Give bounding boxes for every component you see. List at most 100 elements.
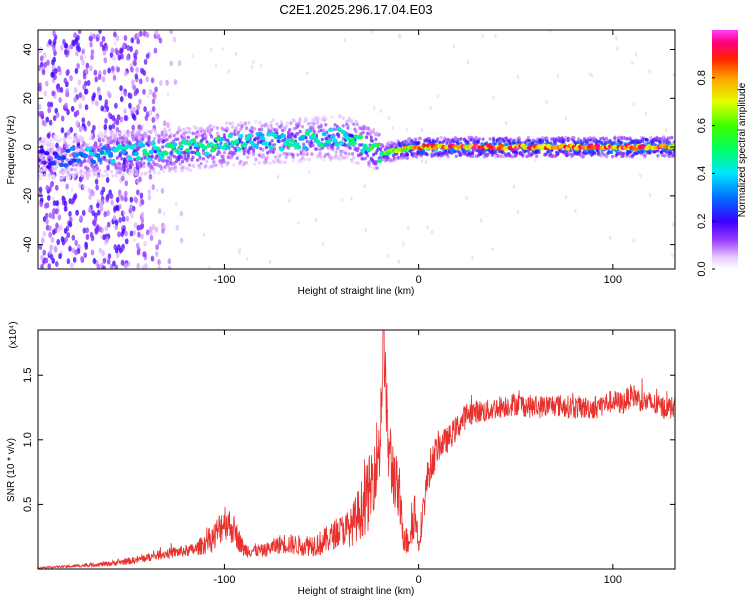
spectrogram-noise-mark [150,255,155,262]
spectrogram-band-mark [48,173,52,177]
spectrogram-noise-mark [98,30,102,34]
spectrogram-band-mark [279,123,284,127]
spectrogram-y-tick-label: -20 [22,188,34,204]
spectrogram-noise-mark [55,208,59,215]
spectrogram-band-mark [225,121,229,125]
spectrogram-noise-mark [150,77,155,84]
spectrogram-ridge-mark [219,136,225,142]
spectrogram-band-mark [425,152,429,157]
spectrogram-band-mark [613,136,617,141]
spectrogram-noise-mark [268,260,272,265]
spectrogram-band-mark [117,154,122,158]
spectrogram-noise-mark [59,86,64,93]
spectrogram-band-mark [500,154,504,158]
spectrogram-ridge-mark [43,150,50,156]
spectrogram-band-mark [368,159,372,164]
spectrogram-ridge-mark [71,158,77,163]
spectrogram-x-tick-label: -100 [213,274,235,286]
spectrogram-ridge-mark [257,131,263,137]
spectrogram-band-mark [94,170,98,175]
spectrogram-band-mark [496,154,500,158]
spectrogram-noise-mark [51,213,56,220]
spectrogram-noise-mark [40,263,44,269]
spectrogram-noise-mark [131,124,136,131]
spectrogram-noise-mark [350,196,353,201]
spectrogram-ridge-mark [157,151,163,156]
spectrogram-band-mark [159,167,164,171]
spectrogram-band-mark [83,158,87,163]
spectrogram-band-mark [46,148,51,153]
spectrogram-noise-mark [71,247,76,254]
spectrogram-noise-mark [343,38,346,43]
spectrogram-noise-mark [38,106,42,111]
spectrogram-noise-mark [139,192,144,199]
spectrogram-noise-mark [123,108,127,115]
spectrogram-noise-mark [41,119,46,126]
spectrogram-band-mark [50,156,54,161]
spectrogram-band-mark [488,137,492,141]
spectrogram-band-mark [157,171,161,175]
spectrogram-band-mark [257,127,261,132]
spectrogram-noise-mark [142,30,147,37]
spectrogram-ridge-mark [328,127,334,132]
spectrogram-noise-mark [47,101,51,108]
spectrogram-noise-mark [53,245,58,252]
spectrogram-ridge-mark [133,151,139,157]
spectrogram-band-mark [264,159,268,164]
spectrogram-band-mark [317,116,321,121]
spectrogram-band-mark [501,150,505,154]
spectrogram-noise-mark [47,263,52,269]
spectrogram-band-mark [99,142,103,147]
spectrogram-band-mark [620,141,624,145]
spectrogram-band-mark [208,124,213,128]
spectrogram-band-mark [535,154,539,158]
spectrogram-band-mark [178,128,182,133]
spectrogram-band-mark [130,169,134,174]
spectrogram-noise-mark [106,221,111,228]
spectrogram-noise-mark [60,115,65,122]
spectrogram-band-mark [257,153,261,158]
spectrogram-band-mark [199,161,203,166]
spectrogram-noise-mark [64,236,68,243]
spectrogram-band-mark [135,131,139,136]
spectrogram-ridge-mark [50,160,56,166]
spectrogram-noise-mark [38,85,42,92]
spectrogram-band-mark [278,153,282,158]
spectrogram-noise-mark [154,115,159,122]
spectrogram-band-mark [605,154,609,159]
spectrogram-band-mark [533,139,538,144]
spectrogram-band-mark [76,171,80,175]
spectrogram-band-mark [277,139,281,144]
spectrogram-noise-mark [105,256,109,261]
spectrogram-noise-mark [131,113,136,120]
spectrogram-band-mark [142,161,146,166]
spectrogram-band-mark [370,139,375,143]
spectrogram-band-mark [286,130,291,135]
spectrogram-noise-mark [106,258,111,265]
spectrogram-noise-mark [104,45,109,52]
spectrogram-noise-mark [115,196,120,203]
spectrogram-noise-mark [157,137,161,144]
spectrogram-noise-mark [133,52,137,59]
spectrogram-band-mark [486,152,490,157]
spectrogram-band-mark [577,137,581,141]
spectrogram-band-mark [341,123,345,128]
spectrogram-noise-mark [129,230,134,237]
spectrogram-noise-mark [516,210,520,215]
spectrogram-ridge-mark [110,159,116,164]
spectrogram-ridge-mark [216,144,223,149]
spectrogram-noise-mark [505,121,508,126]
spectrogram-ridge-mark [108,153,114,158]
spectrogram-ridge-mark [178,144,184,149]
spectrogram-noise-mark [252,60,255,65]
spectrogram-band-mark [371,152,376,157]
spectrogram-noise-mark [52,115,57,122]
spectrogram-band-mark [377,132,382,137]
spectrogram-noise-mark [75,120,79,127]
spectrogram-ridge-mark [65,148,71,154]
spectrogram-band-mark [58,138,62,142]
spectrogram-noise-mark [141,264,145,269]
spectrogram-ridge-mark [338,140,344,146]
spectrogram-noise-mark [222,46,225,51]
spectrogram-ridge-mark [266,132,272,137]
